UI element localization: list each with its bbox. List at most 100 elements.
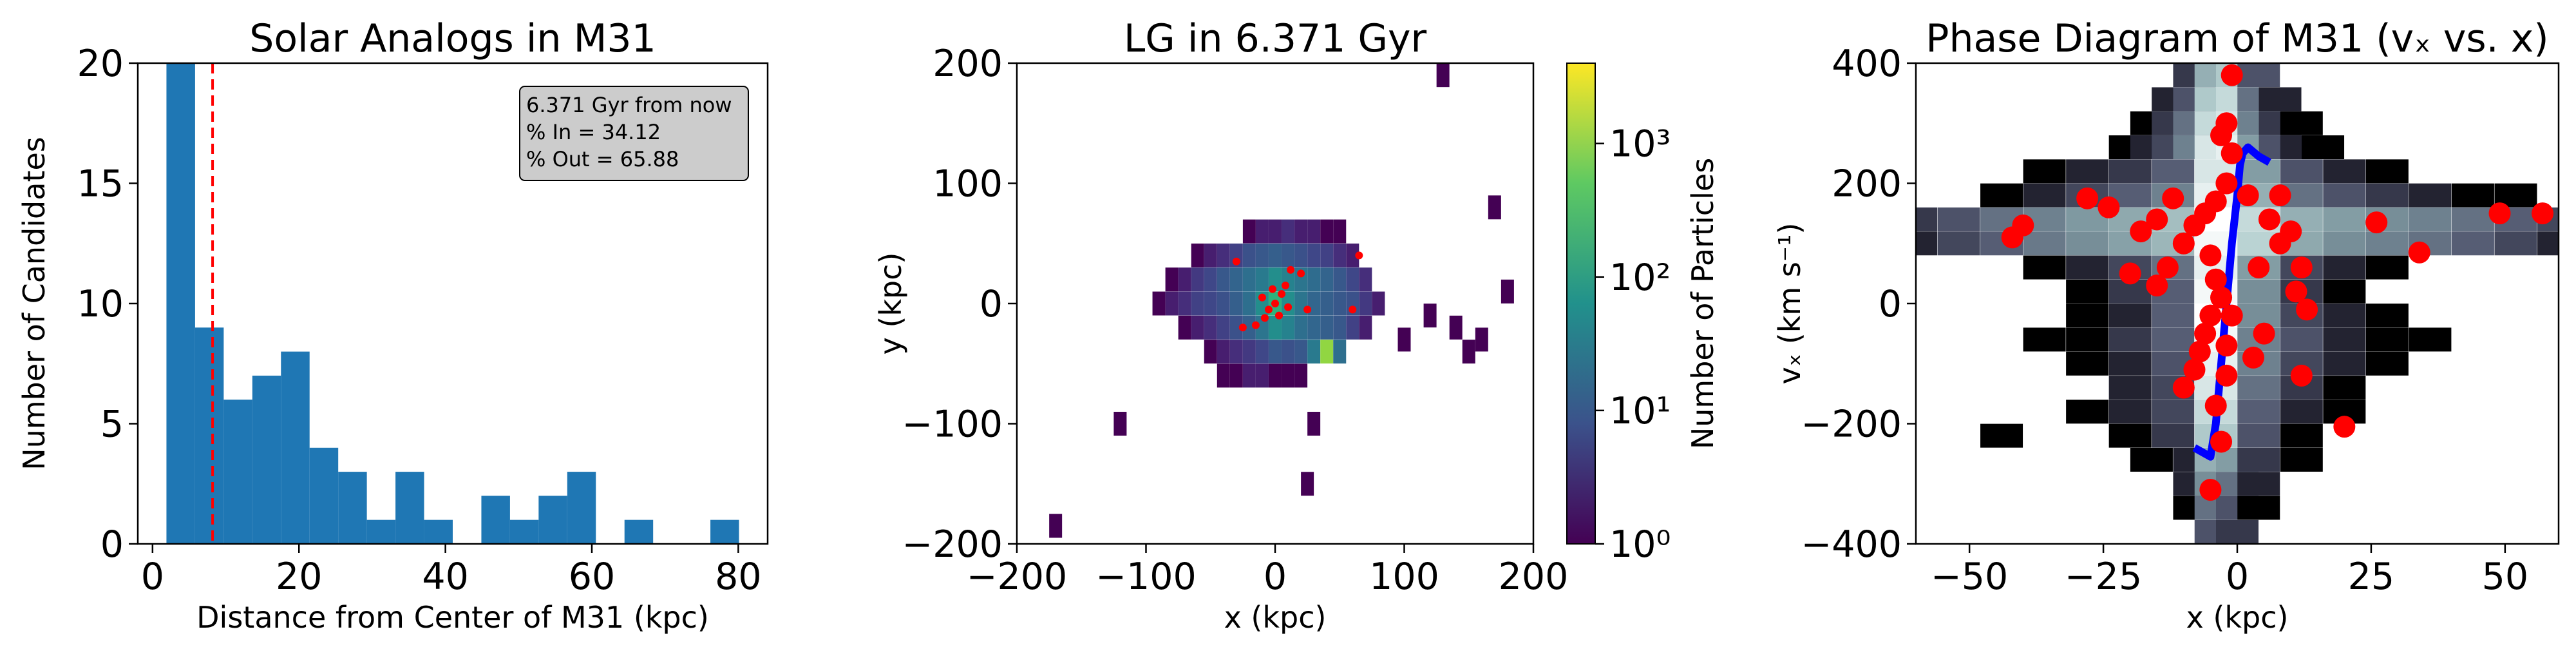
density-cell — [2237, 423, 2280, 448]
overlay-point — [2290, 256, 2313, 279]
density-cell — [2365, 351, 2409, 376]
density-cell — [1217, 291, 1230, 316]
density-cell — [2152, 159, 2195, 184]
bar — [567, 472, 596, 544]
density-cell — [2237, 496, 2280, 520]
overlay-point — [1349, 305, 1357, 314]
density-cell — [1242, 340, 1256, 364]
x-tick-label: 100 — [1369, 555, 1439, 598]
y-tick-label: 0 — [100, 523, 124, 566]
overlay-point — [2146, 275, 2168, 297]
density-cell — [2323, 255, 2366, 280]
trend-line — [2192, 143, 2271, 461]
bar — [223, 400, 252, 544]
density-cell — [1269, 340, 1282, 364]
overlay-point — [2532, 202, 2554, 225]
overlay-point — [2365, 211, 2388, 234]
density-cell — [1204, 291, 1217, 316]
y-tick-label: 100 — [933, 163, 1003, 206]
y-axis-label: y (kpc) — [873, 253, 908, 355]
density-cell — [2302, 135, 2345, 160]
bar — [166, 63, 195, 544]
overlay-point — [2204, 394, 2227, 417]
density-cell — [1204, 340, 1217, 364]
density-cell — [2066, 255, 2109, 280]
density-cell — [1333, 243, 1347, 267]
axes-frame — [1915, 62, 2560, 545]
density-cell — [2537, 231, 2559, 256]
density-cell — [2409, 207, 2452, 231]
density-cell — [1294, 219, 1308, 244]
y-tick-label: 0 — [980, 283, 1003, 325]
density-cell — [1333, 267, 1347, 292]
x-tick-label: −25 — [2065, 555, 2142, 598]
overlay-point — [2199, 304, 2222, 327]
overlay-point — [2183, 358, 2206, 381]
overlay-point — [1264, 305, 1273, 314]
density-cell — [2066, 327, 2109, 352]
x-axis-label: x (kpc) — [1224, 600, 1327, 635]
overlay-point — [2237, 184, 2259, 207]
overlay-point — [2253, 322, 2275, 345]
bar — [624, 519, 654, 544]
density-cell — [1320, 340, 1334, 364]
density-cell — [2023, 255, 2066, 280]
density-cell — [1255, 363, 1269, 388]
overlay-point — [2221, 304, 2243, 327]
density-cell — [1301, 472, 1314, 496]
density-cell — [1282, 340, 1295, 364]
density-cell — [1191, 243, 1204, 267]
annotation-text: % Out = 65.88 — [526, 147, 679, 171]
density-cell — [1333, 340, 1347, 364]
x-tick-label: −100 — [1095, 555, 1197, 598]
overlay-point — [2215, 364, 2238, 387]
overlay-point — [2215, 172, 2238, 195]
density-cell — [1255, 243, 1269, 267]
x-tick-label: −200 — [967, 555, 1068, 598]
density-cell — [1346, 267, 1359, 292]
density-cell — [1282, 363, 1295, 388]
y-tick-label: −400 — [1801, 523, 1902, 566]
density-cell — [1307, 219, 1321, 244]
density-cell — [2023, 159, 2066, 184]
overlay-point — [2204, 190, 2227, 213]
y-tick-label: 10 — [77, 283, 124, 325]
density-cell — [1449, 315, 1463, 340]
plot-area — [1916, 63, 2559, 544]
x-axis-label: x (kpc) — [2186, 600, 2289, 635]
overlay-point — [1275, 311, 1283, 320]
density-cell — [1255, 267, 1269, 292]
y-tick-label: −200 — [902, 523, 1003, 566]
density-cell — [2066, 400, 2109, 424]
density-cell — [2280, 111, 2323, 135]
overlay-point — [2188, 340, 2211, 363]
density-cell — [1333, 291, 1347, 316]
density-cell — [1282, 243, 1295, 267]
density-cell — [2237, 63, 2280, 88]
density-cell — [1397, 327, 1411, 352]
density-cell — [2494, 231, 2537, 256]
overlay-point — [2098, 196, 2120, 218]
overlay-point — [1238, 324, 1247, 332]
density-cell — [1333, 219, 1347, 244]
x-tick-label: 200 — [1499, 555, 1569, 598]
density-cell — [1423, 304, 1437, 328]
overlay-point — [2210, 286, 2233, 309]
overlay-point — [2204, 268, 2227, 291]
density-cell — [2280, 327, 2323, 352]
overlay-point — [2210, 124, 2233, 146]
density-cell — [1359, 315, 1372, 340]
colorbar-label: Number of Particles — [1685, 158, 1720, 449]
density-cell — [1204, 243, 1217, 267]
y-tick-label: 200 — [1832, 163, 1902, 206]
overlay-point — [2488, 202, 2511, 225]
density-cell — [1269, 315, 1282, 340]
density-cell — [1346, 243, 1359, 267]
x-tick-label: −50 — [1931, 555, 2008, 598]
overlay-point — [2290, 364, 2313, 387]
density-cell — [1255, 219, 1269, 244]
density-cell — [1217, 340, 1230, 364]
overlay-point — [1284, 303, 1293, 311]
density-cell — [1359, 267, 1372, 292]
density-cell — [1217, 267, 1230, 292]
